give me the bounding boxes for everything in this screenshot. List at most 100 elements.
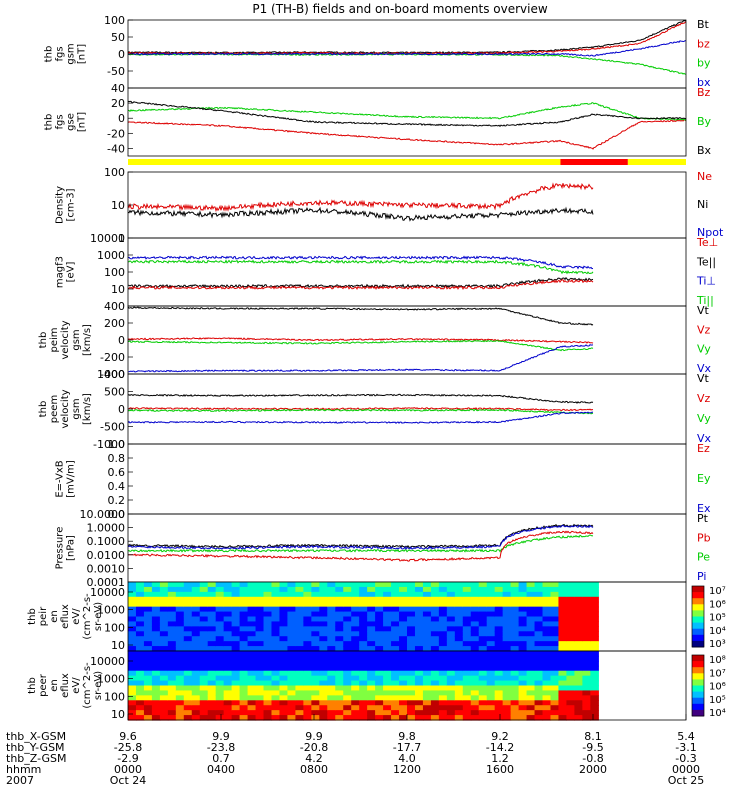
spectrogram-cell [446,621,456,627]
spectrogram-cell [183,670,193,677]
spectrogram-cell [454,631,464,637]
spectrogram-cell [175,646,185,652]
spectrogram-cell [199,660,209,667]
time-axis-value: -14.2 [486,741,514,754]
spectrogram-cell [383,646,392,652]
spectrogram-cell [510,646,520,652]
spectrogram-cell [191,601,201,608]
spectrogram-cell [414,586,424,593]
spectrogram-cell [446,675,456,682]
spectrogram-cell [542,641,552,647]
spectrogram-cell [534,641,544,647]
spectrogram-cell [135,685,145,692]
spectrogram-cell [311,616,320,623]
spectrogram-cell [335,606,344,613]
time-axis-row-label: hhmm [6,763,41,776]
spectrogram-cell [518,631,528,637]
spectrogram-cell [590,651,599,657]
spectrogram-cell [494,636,504,642]
spectrogram-cell [207,626,217,632]
spectrogram-cell [375,582,384,588]
spectrogram-cell [223,675,233,682]
spectrogram-cell [215,641,225,647]
spectrogram-cell [279,636,289,642]
spectrogram-cell [351,606,360,613]
spectrogram-cell [128,636,137,642]
spectrogram-cell [295,616,304,623]
spectrogram-cell [167,636,177,642]
time-axis-value: -17.7 [393,741,421,754]
spectrogram-cell [438,582,448,588]
y-axis-label: peem [49,395,60,423]
spectrogram-cell [414,582,424,588]
spectrogram-cell [223,631,233,637]
y-ticks: 1.00.80.60.40.20.0 [108,438,133,521]
spectrogram-cell [135,606,145,613]
spectrogram-cell [183,636,193,642]
spectrogram-cell [255,665,265,672]
time-axis-value: 0.7 [212,752,230,765]
spectrogram-cell [159,675,169,682]
spectrogram-cell [135,621,145,627]
spectrogram-cell [231,616,241,623]
spectrogram-cell [494,710,504,716]
y-tick-label: -1000 [93,438,125,451]
spectrogram-cell [375,665,384,672]
spectrogram-cell [359,685,368,692]
spectrogram-cell [422,606,432,613]
y-tick-label: -400 [100,368,125,381]
spectrogram-cell [247,631,257,637]
spectrogram-cell [486,611,496,618]
spectrogram-cell [223,591,233,598]
spectrogram-cell [470,591,480,598]
spectrogram-cell [128,700,137,706]
y-tick-label: 0 [118,112,125,125]
spectrogram-cell [367,700,376,706]
spectrogram-cell [319,646,328,652]
spectrogram-cell [502,641,512,647]
spectrogram-cell [470,601,480,608]
spectrogram-cell [335,651,344,657]
spectrogram-cell [263,646,273,652]
spectrogram-cell [223,626,233,632]
spectrogram-cell [510,665,520,672]
spectrogram-cell [151,651,161,657]
legend-entry: Bx [697,144,712,157]
spectrogram-cell [359,705,368,711]
spectrogram-cell [375,626,384,632]
spectrogram-cell [167,690,177,696]
spectrogram-cell [327,705,336,711]
spectrogram-cell [263,631,273,637]
spectrogram-cell [159,636,169,642]
spectrogram-cell [407,596,416,603]
time-axis-value: -23.8 [207,741,235,754]
colorbar-swatch [692,703,704,711]
time-axis-value: 0400 [207,763,235,776]
spectrogram-cell [462,601,472,608]
spectrogram-cell [574,715,583,721]
spectrogram-cell [128,680,137,687]
spectrogram-cell [359,651,368,657]
spectrogram-cell [351,715,360,721]
spectrogram-cell [295,591,304,598]
spectrogram-cell [151,710,161,716]
spectrogram-cell [311,685,320,692]
spectrogram-cell [143,601,153,608]
spectrogram-cell [223,611,233,618]
spectrogram-cell [239,710,249,716]
spectrogram-cell [223,616,233,623]
spectrogram-cell [175,582,185,588]
spectrogram-cell [550,705,560,711]
spectrogram-cell [223,705,233,711]
spectrogram-cell [279,670,289,677]
spectrogram-cell [327,616,336,623]
spectrogram-cell [359,646,368,652]
spectrogram-cell [478,626,488,632]
spectrogram-cell [239,690,249,696]
spectrogram-cell [207,710,217,716]
series-Vt [127,306,594,326]
spectrogram-cell [518,596,528,603]
spectrogram-cell [128,616,137,623]
spectrogram-cell [215,601,225,608]
